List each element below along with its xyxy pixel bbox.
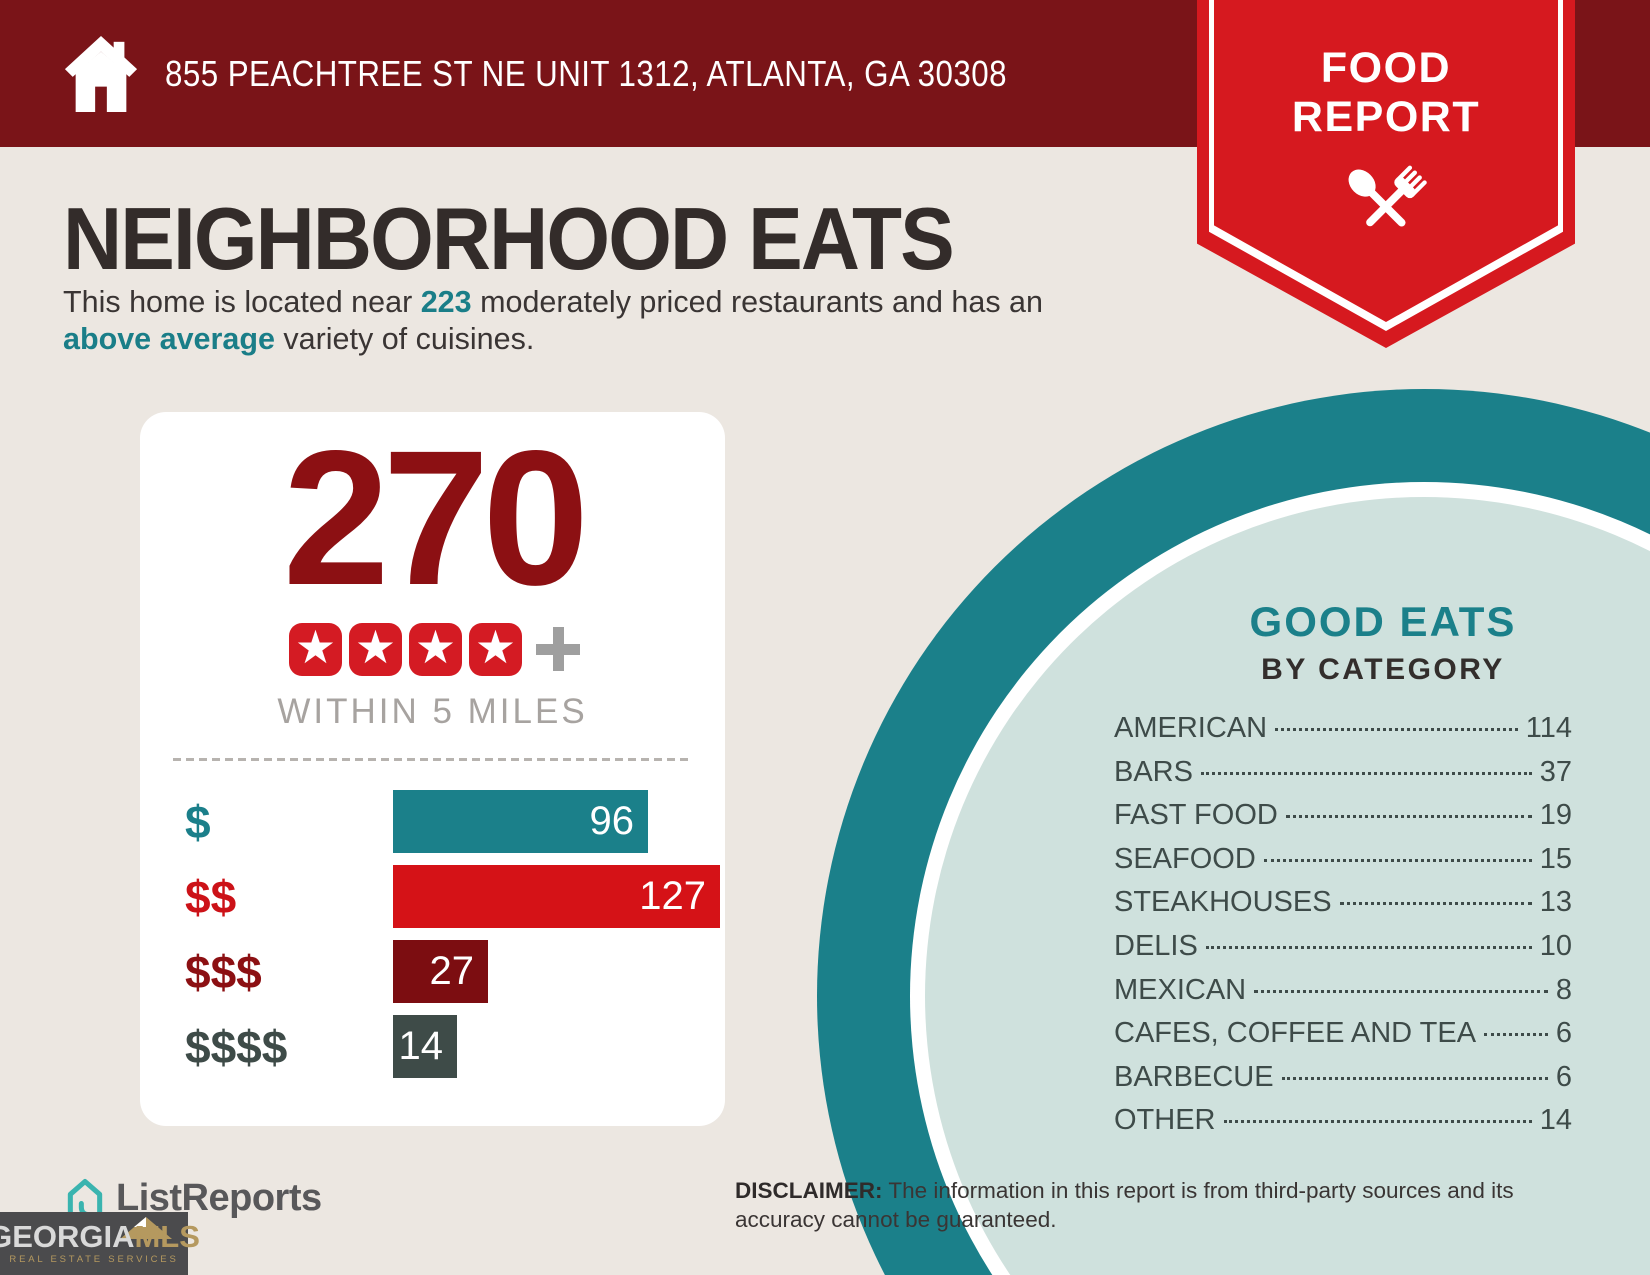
intro-pre: This home is located near: [63, 285, 421, 319]
category-label: FAST FOOD: [1114, 799, 1278, 832]
price-tier-row: $96: [185, 790, 725, 853]
price-tier-bar: 127: [393, 865, 720, 928]
category-value: 10: [1539, 929, 1572, 962]
intro-text: This home is located near 223 moderately…: [63, 284, 1073, 358]
star-icon: ★: [289, 621, 342, 676]
category-row: AMERICAN 114: [1114, 712, 1572, 756]
radius-label: WITHIN 5 MILES: [277, 692, 588, 731]
category-value: 14: [1539, 1104, 1572, 1137]
price-tier-value: 27: [429, 949, 475, 993]
good-eats-subtitle: BY CATEGORY: [1261, 653, 1505, 686]
category-row: CAFES, COFFEE AND TEA 6: [1114, 1017, 1572, 1061]
price-tier-value: 127: [639, 874, 706, 918]
category-label: STEAKHOUSES: [1114, 886, 1332, 919]
star-icon: ★: [409, 621, 462, 676]
dotted-leader: [1200, 771, 1532, 775]
georgia-mls-logo: GEORGIAMLS REAL ESTATE SERVICES: [0, 1212, 200, 1275]
category-value: 6: [1555, 1060, 1572, 1093]
price-tier-bar: 96: [393, 790, 648, 853]
dotted-leader: [1484, 1033, 1548, 1037]
dotted-leader: [1339, 902, 1532, 906]
category-row: FAST FOOD 19: [1114, 799, 1572, 843]
category-label: CAFES, COFFEE AND TEA: [1114, 1017, 1477, 1050]
good-eats-header: GOOD EATS BY CATEGORY: [1143, 598, 1623, 687]
category-list: AMERICAN 114 BARS 37 FAST FOOD 19 SEAFOOD 15 STE…: [1114, 712, 1572, 1148]
total-restaurants: 270: [282, 410, 589, 625]
price-tier-bar: 14: [393, 1015, 457, 1078]
dotted-leader: [1254, 989, 1548, 993]
price-tier-label: $: [185, 795, 211, 848]
page-title: NEIGHBORHOOD EATS: [63, 189, 955, 288]
georgia-text: GEORGIA: [0, 1219, 135, 1254]
price-tier-label: $$$$: [185, 1020, 288, 1073]
disclaimer: DISCLAIMER: The information in this repo…: [735, 1176, 1565, 1234]
category-label: OTHER: [1114, 1104, 1216, 1137]
category-row: STEAKHOUSES 13: [1114, 886, 1572, 930]
category-label: BARBECUE: [1114, 1060, 1274, 1093]
dotted-leader: [1275, 728, 1518, 731]
intro-post: variety of cuisines.: [274, 322, 535, 356]
price-tier-row: $$$$ 14: [185, 1015, 725, 1078]
star-icon: ★: [349, 621, 402, 676]
price-tier-bar: 27: [393, 940, 488, 1003]
dotted-leader: [1223, 1120, 1532, 1124]
category-label: SEAFOOD: [1114, 842, 1256, 875]
food-report-ribbon: FOOD REPORT: [1197, 0, 1575, 348]
category-row: SEAFOOD 15: [1114, 843, 1572, 887]
listreports-logo: ListReports: [62, 1176, 322, 1220]
category-value: 6: [1555, 1017, 1572, 1050]
summary-card: 270 ★ ★ ★ ★ WITHIN 5 MILES $96 $$ 127 $$$ 27 $$$…: [140, 412, 725, 1126]
category-value: 114: [1525, 712, 1572, 744]
price-bars: $96 $$ 127 $$$ 27 $$$$ 14: [185, 790, 725, 1078]
category-label: MEXICAN: [1114, 973, 1247, 1006]
star-row: ★ ★ ★ ★: [140, 621, 725, 676]
dashed-divider: [172, 758, 693, 761]
mountain-icon: [120, 1217, 172, 1239]
category-label: DELIS: [1114, 929, 1198, 962]
spoon-fork-icon: [1348, 165, 1427, 227]
category-value: 13: [1539, 886, 1572, 919]
dotted-leader: [1263, 858, 1532, 862]
disclaimer-text: The information in this report is from t…: [735, 1178, 1514, 1232]
price-tier-label: $$: [185, 870, 237, 923]
star-icon: ★: [469, 621, 522, 676]
home-icon: [64, 35, 138, 113]
category-value: 15: [1539, 842, 1572, 875]
ribbon-title: FOOD REPORT: [1197, 44, 1575, 142]
mls-text: MLS: [134, 1219, 200, 1254]
dotted-leader: [1205, 945, 1532, 949]
good-eats-title: GOOD EATS: [1249, 598, 1517, 645]
category-label: AMERICAN: [1114, 712, 1268, 744]
category-row: BARBECUE 6: [1114, 1061, 1572, 1105]
category-label: BARS: [1114, 755, 1193, 788]
plus-icon: [535, 627, 580, 671]
price-tier-row: $$ 127: [185, 865, 725, 928]
property-address: 855 PEACHTREE ST NE UNIT 1312, ATLANTA, …: [165, 52, 1007, 94]
category-row: DELIS 10: [1114, 930, 1572, 974]
listreports-wordmark: ListReports: [116, 1176, 322, 1219]
category-value: 8: [1555, 973, 1572, 1006]
intro-highlight: above average: [63, 322, 275, 356]
georgia-mls-wordmark: GEORGIAMLS: [0, 1221, 200, 1252]
price-tier-value: 96: [589, 799, 635, 843]
category-row: BARS 37: [1114, 756, 1572, 800]
price-tier-row: $$$ 27: [185, 940, 725, 1003]
disclaimer-label: DISCLAIMER:: [735, 1178, 883, 1203]
ribbon-line2: REPORT: [1291, 93, 1481, 141]
category-value: 19: [1539, 799, 1572, 832]
price-tier-value: 14: [398, 1024, 444, 1068]
ribbon-line1: FOOD: [1320, 44, 1452, 92]
category-row: MEXICAN 8: [1114, 974, 1572, 1018]
price-tier-label: $$$: [185, 945, 262, 998]
intro-count: 223: [420, 285, 472, 319]
category-value: 37: [1539, 755, 1572, 788]
intro-mid: moderately priced restaurants and has an: [471, 285, 1043, 319]
dotted-leader: [1281, 1076, 1548, 1080]
georgia-mls-tagline: REAL ESTATE SERVICES: [9, 1254, 179, 1265]
category-row: OTHER 14: [1114, 1104, 1572, 1148]
dotted-leader: [1285, 815, 1532, 819]
